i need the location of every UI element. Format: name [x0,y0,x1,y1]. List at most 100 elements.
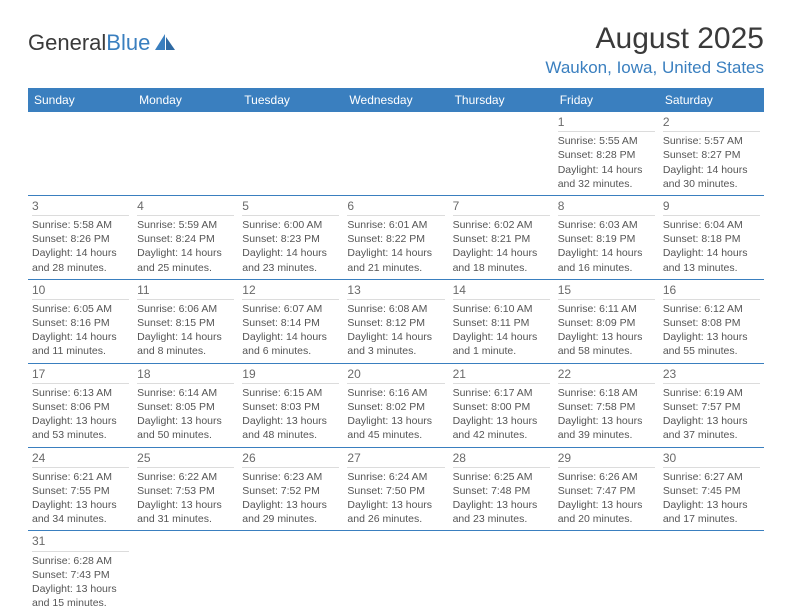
sunrise-text: Sunrise: 6:16 AM [347,386,444,400]
sunset-text: Sunset: 8:22 PM [347,232,444,246]
daylight-text: and 20 minutes. [558,512,655,526]
sunset-text: Sunset: 8:23 PM [242,232,339,246]
sunrise-text: Sunrise: 6:13 AM [32,386,129,400]
day-number: 21 [453,366,550,384]
sunset-text: Sunset: 7:50 PM [347,484,444,498]
week-row: 17Sunrise: 6:13 AMSunset: 8:06 PMDayligh… [28,364,764,448]
sunset-text: Sunset: 7:58 PM [558,400,655,414]
sunset-text: Sunset: 7:53 PM [137,484,234,498]
day-cell: 20Sunrise: 6:16 AMSunset: 8:02 PMDayligh… [343,364,448,447]
day-cell: 22Sunrise: 6:18 AMSunset: 7:58 PMDayligh… [554,364,659,447]
sunrise-text: Sunrise: 6:15 AM [242,386,339,400]
page-title: August 2025 [545,22,764,56]
day-cell [133,531,238,614]
sunset-text: Sunset: 7:47 PM [558,484,655,498]
day-number [558,533,655,534]
day-cell: 2Sunrise: 5:57 AMSunset: 8:27 PMDaylight… [659,112,764,195]
day-cell: 4Sunrise: 5:59 AMSunset: 8:24 PMDaylight… [133,196,238,279]
daylight-text: Daylight: 13 hours [663,330,760,344]
dow-tue: Tuesday [238,88,343,112]
day-cell: 27Sunrise: 6:24 AMSunset: 7:50 PMDayligh… [343,448,448,531]
day-number: 24 [32,450,129,468]
daylight-text: and 23 minutes. [242,261,339,275]
daylight-text: and 45 minutes. [347,428,444,442]
day-cell [659,531,764,614]
daylight-text: Daylight: 13 hours [558,330,655,344]
daylight-text: and 21 minutes. [347,261,444,275]
daylight-text: Daylight: 13 hours [347,414,444,428]
sunset-text: Sunset: 8:00 PM [453,400,550,414]
day-number: 12 [242,282,339,300]
calendar: Sunday Monday Tuesday Wednesday Thursday… [28,88,764,614]
day-number: 16 [663,282,760,300]
week-row: 10Sunrise: 6:05 AMSunset: 8:16 PMDayligh… [28,280,764,364]
sunrise-text: Sunrise: 6:23 AM [242,470,339,484]
day-number [32,114,129,115]
day-number [453,533,550,534]
day-number: 31 [32,533,129,551]
sail-icon [154,33,176,51]
day-cell [133,112,238,195]
daylight-text: Daylight: 14 hours [32,330,129,344]
day-number [663,533,760,534]
day-cell: 28Sunrise: 6:25 AMSunset: 7:48 PMDayligh… [449,448,554,531]
sunset-text: Sunset: 8:18 PM [663,232,760,246]
dow-fri: Friday [554,88,659,112]
day-cell [343,531,448,614]
day-cell [449,531,554,614]
week-row: 31Sunrise: 6:28 AMSunset: 7:43 PMDayligh… [28,531,764,614]
sunset-text: Sunset: 8:08 PM [663,316,760,330]
day-cell [554,531,659,614]
sunrise-text: Sunrise: 6:25 AM [453,470,550,484]
daylight-text: Daylight: 13 hours [242,414,339,428]
daylight-text: and 53 minutes. [32,428,129,442]
day-cell: 24Sunrise: 6:21 AMSunset: 7:55 PMDayligh… [28,448,133,531]
day-number [242,114,339,115]
day-number: 28 [453,450,550,468]
daylight-text: Daylight: 13 hours [32,414,129,428]
header: GeneralBlue August 2025 Waukon, Iowa, Un… [28,22,764,78]
sunset-text: Sunset: 8:11 PM [453,316,550,330]
dow-thu: Thursday [449,88,554,112]
daylight-text: and 28 minutes. [32,261,129,275]
day-number: 15 [558,282,655,300]
daylight-text: and 18 minutes. [453,261,550,275]
sunset-text: Sunset: 7:45 PM [663,484,760,498]
day-number: 3 [32,198,129,216]
day-number: 7 [453,198,550,216]
sunset-text: Sunset: 8:24 PM [137,232,234,246]
sunset-text: Sunset: 8:06 PM [32,400,129,414]
sunrise-text: Sunrise: 6:18 AM [558,386,655,400]
sunset-text: Sunset: 7:43 PM [32,568,129,582]
sunset-text: Sunset: 7:48 PM [453,484,550,498]
daylight-text: Daylight: 13 hours [242,498,339,512]
day-number: 29 [558,450,655,468]
day-number: 18 [137,366,234,384]
day-number: 25 [137,450,234,468]
daylight-text: and 3 minutes. [347,344,444,358]
daylight-text: Daylight: 14 hours [242,330,339,344]
day-cell: 8Sunrise: 6:03 AMSunset: 8:19 PMDaylight… [554,196,659,279]
day-number: 27 [347,450,444,468]
sunrise-text: Sunrise: 6:26 AM [558,470,655,484]
daylight-text: and 31 minutes. [137,512,234,526]
day-number: 1 [558,114,655,132]
day-number: 17 [32,366,129,384]
sunrise-text: Sunrise: 6:11 AM [558,302,655,316]
day-cell: 29Sunrise: 6:26 AMSunset: 7:47 PMDayligh… [554,448,659,531]
daylight-text: and 17 minutes. [663,512,760,526]
daylight-text: Daylight: 14 hours [663,163,760,177]
sunrise-text: Sunrise: 6:10 AM [453,302,550,316]
sunset-text: Sunset: 7:55 PM [32,484,129,498]
daylight-text: and 6 minutes. [242,344,339,358]
day-number [137,114,234,115]
sunset-text: Sunset: 8:27 PM [663,148,760,162]
week-row: 1Sunrise: 5:55 AMSunset: 8:28 PMDaylight… [28,112,764,196]
sunrise-text: Sunrise: 6:03 AM [558,218,655,232]
day-cell: 9Sunrise: 6:04 AMSunset: 8:18 PMDaylight… [659,196,764,279]
day-number: 19 [242,366,339,384]
sunrise-text: Sunrise: 6:02 AM [453,218,550,232]
day-cell: 12Sunrise: 6:07 AMSunset: 8:14 PMDayligh… [238,280,343,363]
sunrise-text: Sunrise: 6:27 AM [663,470,760,484]
day-cell [238,112,343,195]
